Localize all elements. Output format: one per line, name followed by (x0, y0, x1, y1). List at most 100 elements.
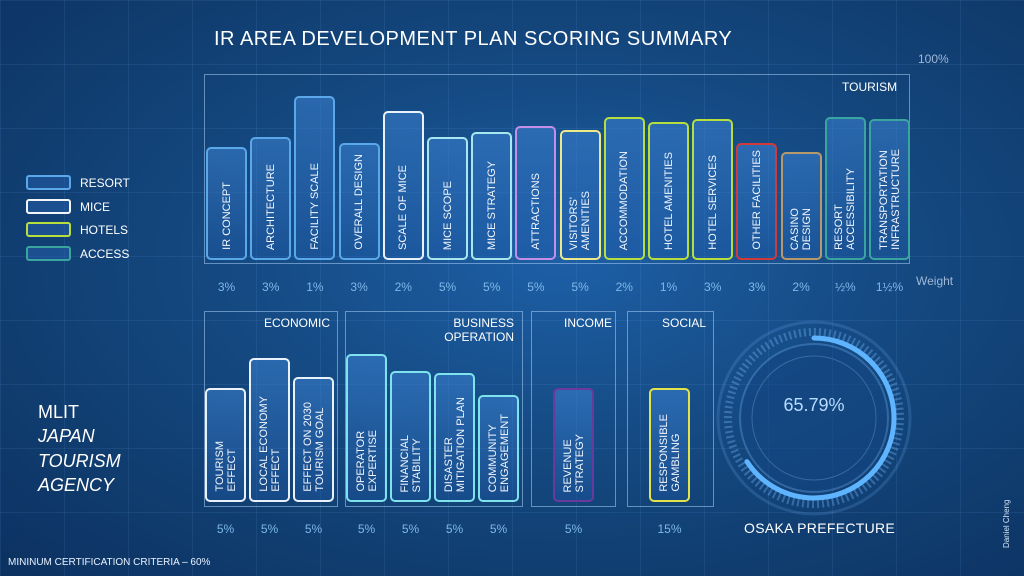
bar-other-facilities: OTHER FACILITIES (736, 142, 778, 260)
bar-label-facility-scale: FACILITY SCALE (308, 163, 321, 250)
weight-value: 3% (748, 280, 766, 294)
weight-value: 3% (262, 280, 280, 294)
gauge-tick-ring (724, 328, 904, 508)
bar-responsible-gambling: RESPONSIBLE GAMBLING (649, 387, 690, 502)
bar-casino-design: CASINO DESIGN (780, 152, 822, 260)
bar-visitors-amenities: VISITORS' AMENITIES (559, 129, 601, 260)
bar-scale-of-mice: SCALE OF MICE (382, 111, 424, 260)
bar-label-local-economy-effect: LOCAL ECONOMY EFFECT (257, 396, 282, 492)
bar-label-attractions: ATTRACTIONS (529, 173, 542, 250)
gauge-inner-disc (739, 343, 889, 493)
business-label-line1: BUSINESS (453, 316, 514, 330)
weight-value: 2% (792, 280, 810, 294)
bar-disaster-mitigation-plan: DISASTER MITIGATION PLAN (434, 372, 475, 502)
gauge-outer-ring (716, 320, 912, 516)
weight-value: 5% (401, 522, 420, 536)
bar-label-financial-stability: FINANCIAL STABILITY (398, 434, 423, 492)
bar-label-tourism-effect: TOURISM EFFECT (213, 441, 238, 492)
author-credit: Daniel Cheng (1002, 499, 1011, 548)
bar-label-disaster-mitigation-plan: DISASTER MITIGATION PLAN (442, 396, 467, 492)
certification-criteria: MININUM CERTIFICATION CRITERIA – 60% (8, 557, 211, 568)
bar-label-operator-expertise: OPERATOR EXPERTISE (354, 430, 379, 492)
bar-label-other-facilities: OTHER FACILITIES (750, 150, 763, 250)
gauge-value: 65.79% (783, 395, 845, 415)
prefecture-label: OSAKA PREFECTURE (744, 520, 896, 536)
weight-value: 5% (357, 522, 376, 536)
bar-label-mice-scope: MICE SCOPE (441, 180, 454, 250)
bar-label-visitors-amenities: VISITORS' AMENITIES (568, 190, 593, 250)
weight-value: 5% (445, 522, 464, 536)
bar-mice-strategy: MICE STRATEGY (471, 131, 513, 260)
bar-effect-on-2030-tourism-goal: EFFECT ON 2030 TOURISM GOAL (293, 376, 334, 502)
weight-label: Weight (916, 274, 954, 288)
bar-label-ir-concept: IR CONCEPT (220, 182, 233, 250)
chart-title: IR AREA DEVELOPMENT PLAN SCORING SUMMARY (214, 28, 733, 50)
gauge-inner-ring (751, 355, 877, 481)
bar-operator-expertise: OPERATOR EXPERTISE (346, 354, 387, 502)
economic-panel (204, 311, 338, 507)
weight-value: 1% (659, 280, 678, 294)
weight-value: 5% (564, 522, 583, 536)
bar-transportation-infrastructure: TRANSPORTATION INFRASTRUCTURE (869, 118, 910, 260)
legend-label-resort: RESORT (80, 176, 130, 190)
business-section-label: BUSINESS OPERATION (400, 316, 514, 345)
bar-hotel-services: HOTEL SERVICES (692, 118, 734, 260)
legend-swatch-resort (26, 175, 71, 190)
income-panel (531, 311, 616, 507)
bar-facility-scale: FACILITY SCALE (294, 96, 336, 260)
bar-label-revenue-strategy: REVENUE STRATEGY (561, 433, 586, 492)
legend-swatch-hotels (26, 222, 71, 237)
agency-line-tourism: TOURISM (38, 450, 121, 471)
bar-overall-design: OVERALL DESIGN (338, 142, 380, 260)
legend-label-access: ACCESS (80, 247, 130, 261)
bar-mice-scope: MICE SCOPE (427, 137, 468, 260)
income-section-label: INCOME (564, 316, 612, 330)
weight-value: 3% (217, 280, 236, 294)
bar-label-accommodation: ACCOMMODATION (618, 150, 631, 250)
business-operation-panel (345, 311, 523, 507)
weight-value: 5% (216, 522, 235, 536)
legend-label-mice: MICE (80, 200, 110, 214)
weight-value: 5% (489, 522, 508, 536)
weight-value: 3% (350, 280, 368, 294)
social-panel (627, 311, 714, 507)
gauge-progress-arc (731, 335, 897, 501)
weight-value: 2% (394, 280, 412, 294)
bar-resort-accessibility: RESORT ACCESSIBILITY (824, 116, 866, 260)
weight-value: 5% (571, 280, 589, 294)
weight-value: 2% (615, 280, 633, 294)
bar-label-overall-design: OVERALL DESIGN (353, 154, 366, 250)
social-section-label: SOCIAL (661, 316, 706, 330)
bar-label-architecture: ARCHITECTURE (264, 163, 277, 250)
bar-label-community-engagement: COMMUNITY ENGAGEMENT (486, 413, 511, 492)
weight-value: 15% (657, 522, 682, 536)
weight-value: 5% (260, 522, 279, 536)
weight-value: 1% (306, 280, 324, 294)
bar-label-scale-of-mice: SCALE OF MICE (397, 165, 410, 250)
agency-line-agency: AGENCY (38, 474, 115, 495)
legend-label-hotels: HOTELS (80, 223, 129, 237)
max-percent-label: 100% (918, 52, 949, 66)
economic-section-label: ECONOMIC (264, 316, 330, 330)
bar-local-economy-effect: LOCAL ECONOMY EFFECT (249, 358, 290, 502)
legend-swatch-access (26, 246, 71, 261)
weight-value: 5% (527, 280, 545, 294)
bar-revenue-strategy: REVENUE STRATEGY (553, 387, 594, 502)
agency-line-mlit: MLIT (38, 402, 80, 422)
bar-architecture: ARCHITECTURE (250, 137, 292, 260)
weight-value: ½% (834, 280, 856, 294)
bar-ir-concept: IR CONCEPT (206, 146, 247, 260)
weight-value: 5% (483, 280, 501, 294)
legend-swatch-mice (26, 199, 71, 214)
weight-value: 1½% (875, 280, 904, 294)
bar-financial-stability: FINANCIAL STABILITY (390, 371, 431, 502)
tourism-section-label: TOURISM (842, 80, 898, 94)
bar-label-mice-strategy: MICE STRATEGY (485, 160, 498, 250)
business-label-line2: OPERATION (444, 329, 514, 344)
weight-value: 5% (304, 522, 323, 536)
bar-label-hotel-amenities: HOTEL AMENITIES (662, 151, 675, 250)
bar-label-responsible-gambling: RESPONSIBLE GAMBLING (657, 414, 682, 492)
bar-label-hotel-services: HOTEL SERVICES (706, 155, 719, 250)
bar-community-engagement: COMMUNITY ENGAGEMENT (478, 395, 519, 502)
score-gauge (716, 320, 912, 516)
